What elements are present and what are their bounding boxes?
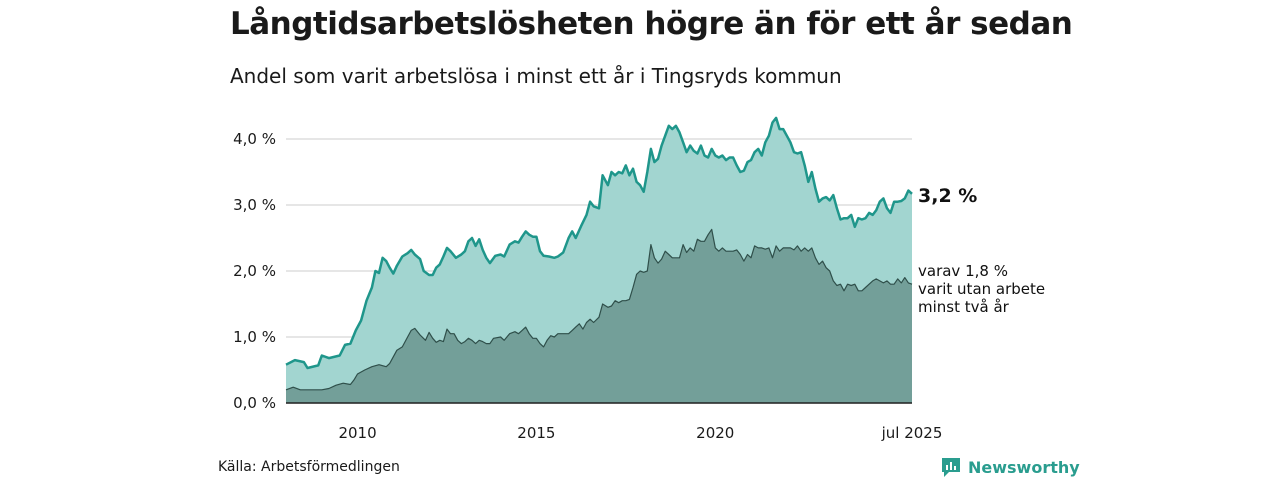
chart-subtitle: Andel som varit arbetslösa i minst ett å…	[230, 64, 842, 88]
brand-name: Newsworthy	[968, 457, 1080, 477]
x-tick-label: 2010	[338, 424, 376, 442]
y-tick-label: 2,0 %	[233, 262, 276, 280]
y-tick-label: 4,0 %	[233, 130, 276, 148]
end-annotation-line: varav 1,8 %	[918, 262, 1008, 280]
y-tick-label: 3,0 %	[233, 196, 276, 214]
end-annotation-line: varit utan arbete	[918, 280, 1045, 298]
y-tick-label: 1,0 %	[233, 328, 276, 346]
series-areas	[285, 116, 913, 404]
newsworthy-logo-icon	[942, 458, 960, 477]
source-note: Källa: Arbetsförmedlingen	[218, 459, 400, 475]
end-annotation-line: minst två år	[918, 298, 1010, 316]
end-label-total: 3,2 %	[918, 185, 977, 207]
chart-title: Långtidsarbetslösheten högre än för ett …	[230, 6, 1073, 42]
x-tick-label: jul 2025	[881, 424, 943, 442]
line-total	[285, 116, 913, 370]
y-tick-label: 0,0 %	[233, 394, 276, 412]
area-two_year	[286, 229, 912, 403]
axes: 0,0 % 1,0 % 2,0 % 3,0 % 4,0 % 2010 2015 2020 jul…	[233, 130, 942, 442]
brand-logo[interactable]: Newsworthy	[940, 456, 1080, 478]
line-two_year	[285, 228, 913, 391]
x-tick-label: 2015	[517, 424, 555, 442]
x-tick-label: 2020	[696, 424, 734, 442]
